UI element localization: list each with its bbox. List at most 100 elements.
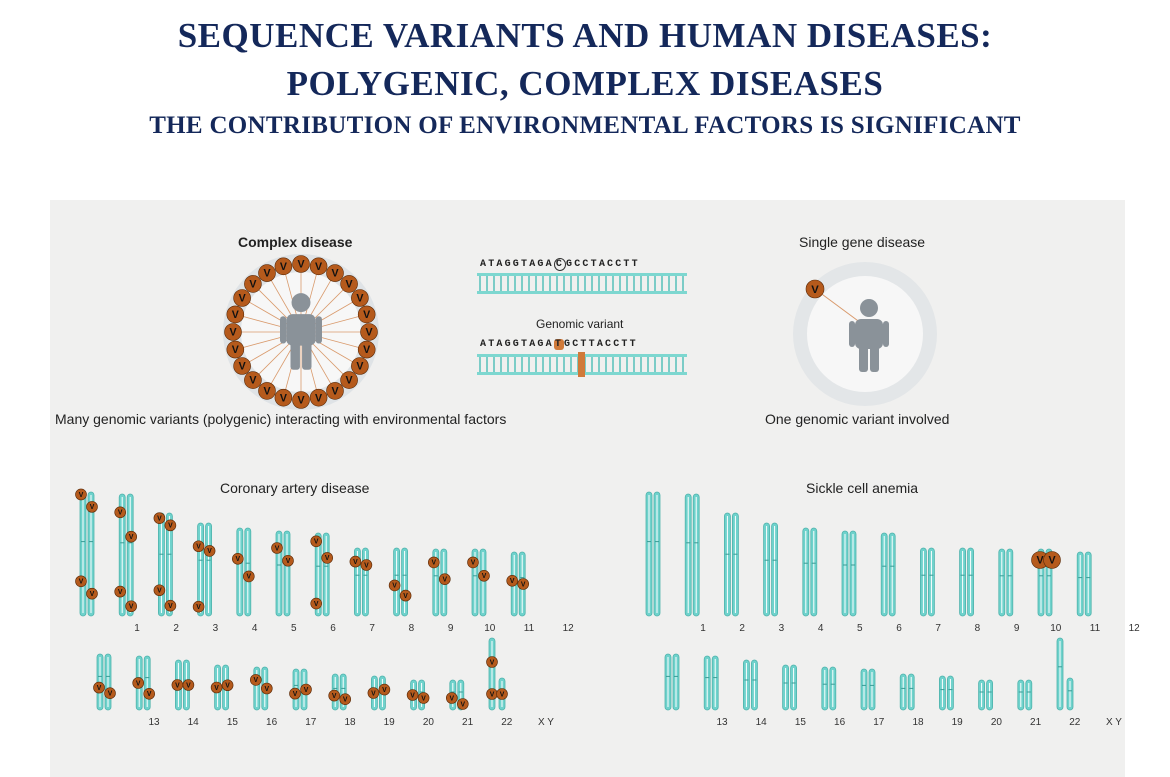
svg-text:V: V bbox=[247, 574, 252, 581]
svg-text:V: V bbox=[297, 395, 304, 407]
variant-marker: V bbox=[300, 683, 312, 696]
chromosome-number: 17 bbox=[305, 717, 317, 728]
chromosome-number: 16 bbox=[834, 717, 846, 728]
variant-marker: V bbox=[357, 340, 376, 359]
variant-marker: V bbox=[132, 677, 144, 689]
svg-text:V: V bbox=[461, 701, 466, 708]
svg-text:V: V bbox=[332, 693, 337, 700]
svg-text:V: V bbox=[90, 591, 95, 598]
variant-marker: V bbox=[496, 688, 508, 700]
svg-text:V: V bbox=[510, 578, 515, 585]
variant-marker: V bbox=[378, 683, 391, 696]
svg-text:V: V bbox=[280, 392, 287, 404]
variant-marker: V bbox=[244, 371, 262, 389]
svg-text:V: V bbox=[275, 545, 280, 552]
variant-marker: V bbox=[340, 275, 358, 293]
chromosome-number: 14 bbox=[755, 717, 767, 728]
chromosome-number: 2 bbox=[739, 623, 745, 634]
svg-text:V: V bbox=[249, 375, 256, 387]
chromosome-number: 10 bbox=[1050, 623, 1062, 634]
chromosome-number: 19 bbox=[951, 717, 963, 728]
svg-text:V: V bbox=[325, 555, 330, 562]
svg-text:V: V bbox=[229, 327, 236, 339]
variant-marker: V bbox=[274, 388, 293, 407]
variant-marker: V bbox=[417, 692, 430, 704]
svg-text:V: V bbox=[214, 685, 219, 692]
svg-text:V: V bbox=[1036, 555, 1043, 567]
svg-text:V: V bbox=[286, 558, 291, 565]
svg-text:V: V bbox=[343, 697, 348, 704]
svg-text:V: V bbox=[79, 492, 84, 499]
svg-text:V: V bbox=[304, 687, 309, 694]
svg-text:V: V bbox=[157, 515, 162, 522]
svg-text:V: V bbox=[168, 603, 173, 610]
variant-marker: V bbox=[486, 656, 498, 668]
svg-text:V: V bbox=[500, 691, 505, 698]
variant-marker: V bbox=[478, 569, 490, 582]
svg-text:V: V bbox=[490, 659, 495, 666]
chromosome-number: 9 bbox=[1013, 623, 1020, 634]
svg-text:V: V bbox=[443, 576, 448, 583]
svg-text:V: V bbox=[482, 573, 487, 580]
svg-text:V: V bbox=[97, 685, 102, 692]
variant-marker: V bbox=[292, 255, 310, 273]
variant-marker: V bbox=[310, 597, 323, 610]
variant-marker: V bbox=[171, 679, 184, 691]
svg-text:V: V bbox=[263, 385, 270, 397]
variant-marker: V bbox=[182, 679, 195, 691]
variant-marker: V bbox=[153, 512, 166, 524]
chromosome-number: 19 bbox=[383, 717, 395, 728]
svg-text:V: V bbox=[79, 579, 84, 586]
svg-text:V: V bbox=[371, 690, 376, 697]
svg-text:V: V bbox=[403, 593, 408, 600]
svg-text:V: V bbox=[356, 293, 363, 305]
variant-marker: V bbox=[243, 570, 255, 583]
variant-marker: V bbox=[274, 257, 293, 276]
dna-ladder-variant bbox=[477, 352, 687, 377]
person-icon bbox=[849, 299, 889, 372]
svg-text:V: V bbox=[363, 309, 370, 321]
svg-text:V: V bbox=[315, 261, 322, 273]
chromosome-number: 21 bbox=[462, 717, 474, 728]
variant-marker: V bbox=[326, 264, 344, 282]
chromosome-number: 5 bbox=[857, 623, 863, 634]
variant-marker: V bbox=[226, 340, 245, 359]
person-icon bbox=[280, 293, 322, 370]
svg-text:V: V bbox=[432, 560, 437, 567]
chromosome-number: 3 bbox=[778, 623, 785, 634]
variant-marker: V bbox=[143, 687, 155, 700]
chromosome-number: 6 bbox=[896, 623, 902, 634]
chromosome-number: 20 bbox=[422, 717, 434, 728]
svg-text:V: V bbox=[207, 548, 212, 555]
sequence-reference: ATAGGTAGA C GCCTACCTT bbox=[480, 258, 640, 271]
svg-text:V: V bbox=[521, 581, 526, 588]
single-gene-figure: V bbox=[793, 262, 937, 406]
svg-text:V: V bbox=[811, 284, 819, 296]
variant-marker: V bbox=[351, 357, 369, 375]
chromosome-number: 5 bbox=[291, 623, 297, 634]
variant-marker: V bbox=[388, 579, 401, 592]
svg-text:V: V bbox=[265, 686, 270, 693]
dna-ladder-top bbox=[477, 273, 687, 294]
svg-text:V: V bbox=[331, 268, 338, 280]
variant-marker: V bbox=[289, 687, 301, 700]
svg-text:V: V bbox=[490, 691, 495, 698]
variant-marker: V bbox=[75, 575, 87, 588]
variant-marker: V bbox=[232, 552, 244, 565]
variant-marker: V bbox=[309, 388, 328, 407]
variant-marker: V bbox=[86, 587, 98, 600]
svg-text:V: V bbox=[118, 510, 123, 517]
karyotype-right-title: Sickle cell anemia bbox=[806, 480, 919, 496]
chromosome-number: 2 bbox=[173, 623, 179, 634]
chromosome-number: 3 bbox=[212, 623, 219, 634]
svg-text:V: V bbox=[365, 327, 372, 339]
variant-marker: V bbox=[282, 554, 294, 567]
variant-marker: V bbox=[328, 689, 341, 702]
chromosome-number: 11 bbox=[523, 623, 535, 634]
complex-disease-label: Complex disease bbox=[238, 234, 353, 250]
variant-marker: V bbox=[86, 501, 98, 513]
variant-marker: V bbox=[292, 391, 310, 409]
svg-text:V: V bbox=[314, 601, 319, 608]
variant-marker: V bbox=[1043, 551, 1061, 569]
